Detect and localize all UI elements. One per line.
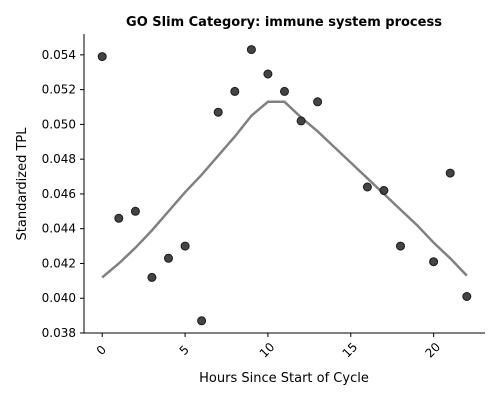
data-point [197,316,207,326]
data-point [164,253,173,263]
data-point [379,186,389,195]
y-tick-label: 0.046 [42,187,76,201]
x-tick-label: 0 [94,343,109,358]
y-tick-label: 0.044 [42,222,76,236]
data-point [280,86,289,96]
y-tick-label: 0.050 [42,117,76,131]
y-axis-label: Standardized TPL [15,127,30,241]
data-point [114,213,124,223]
x-tick-label: 5 [177,343,192,358]
x-tick-label: 20 [422,340,443,361]
x-axis-label: Hours Since Start of Cycle [199,371,369,386]
data-point [213,107,223,117]
data-point [429,257,439,267]
y-tick-label: 0.042 [42,256,76,270]
y-tick-label: 0.048 [42,152,76,166]
trend-line [101,100,468,279]
data-points [97,45,472,326]
data-point [313,97,323,107]
data-point [296,116,306,126]
data-point [130,206,140,216]
data-point [97,52,107,62]
data-point [362,182,372,192]
x-axis-ticks: 0 5 10 15 20 [94,333,443,361]
data-point [396,241,405,251]
y-tick-label: 0.054 [42,48,76,62]
y-axis-ticks: 0.038 0.040 0.042 0.044 0.046 0.048 0.050 0.052… [42,48,84,340]
data-point [230,86,240,96]
data-point [263,69,273,79]
data-point [445,168,455,178]
y-tick-label: 0.052 [42,83,76,97]
data-point [180,241,190,251]
y-tick-label: 0.040 [42,291,76,305]
data-point [246,45,256,55]
data-point [462,292,472,301]
y-tick-label: 0.038 [42,326,76,340]
chart-title: GO Slim Category: immune system process [126,15,442,30]
x-tick-label: 15 [340,340,361,361]
data-point [147,272,157,282]
x-tick-label: 10 [257,340,278,361]
